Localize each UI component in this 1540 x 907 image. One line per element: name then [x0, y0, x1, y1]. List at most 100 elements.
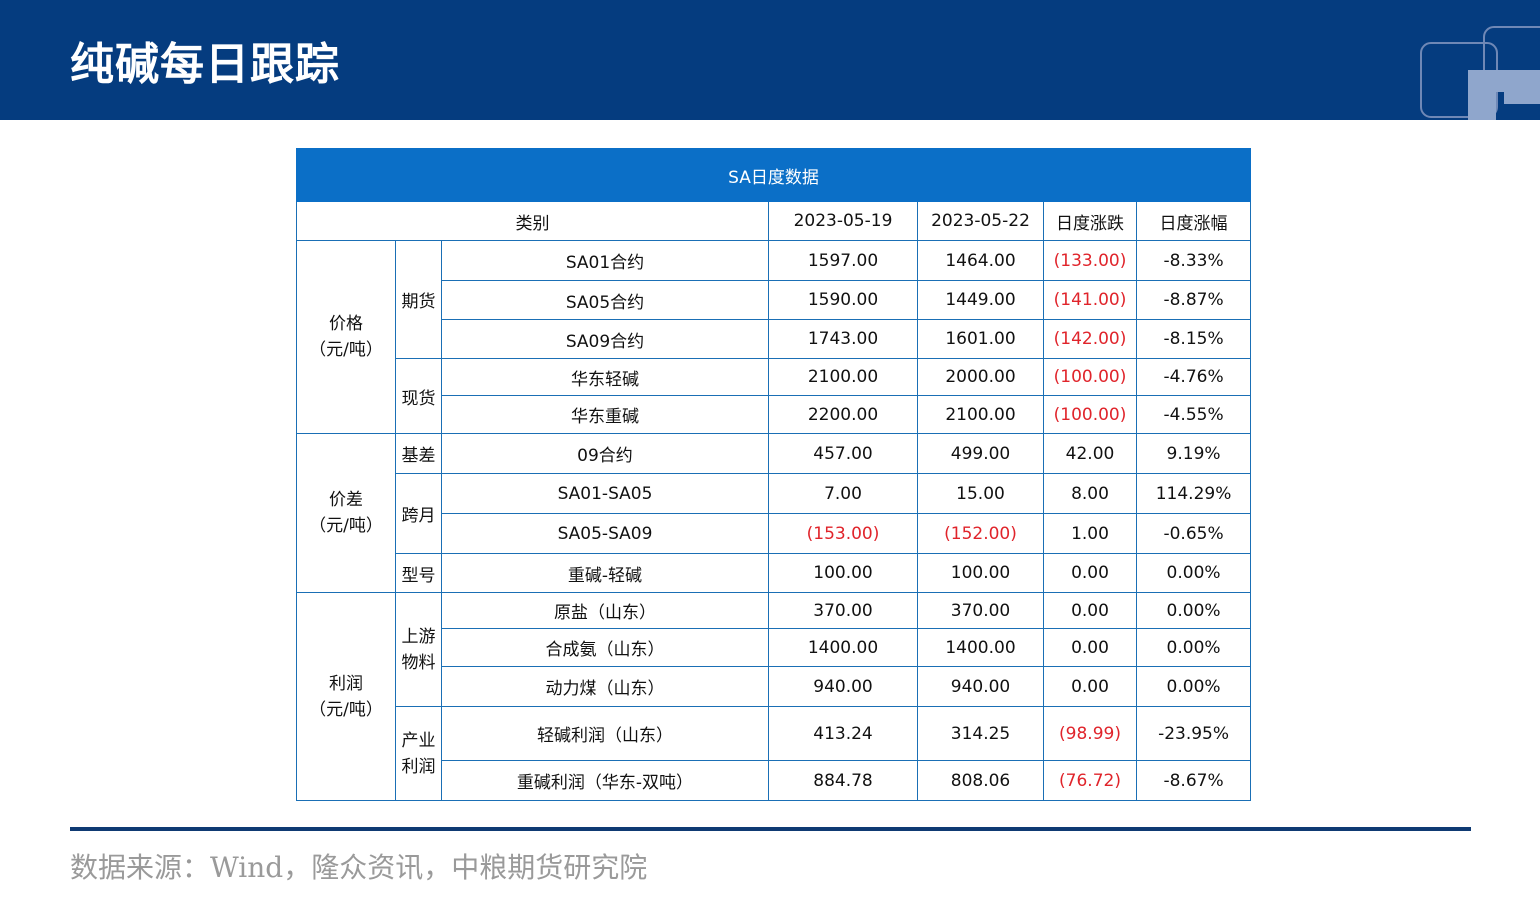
table-row: 跨月 SA01-SA05 7.00 15.00 8.00 114.29%: [297, 473, 1252, 554]
row-v2: 940.00: [917, 666, 1044, 707]
row-change: (142.00): [1043, 319, 1137, 359]
header-date-2: 2023-05-22: [917, 201, 1044, 241]
header-category: 类别: [296, 201, 769, 241]
row-item: 华东重碱: [441, 395, 769, 434]
row-pct: -4.76%: [1135, 358, 1252, 396]
row-item: 华东轻碱: [441, 358, 769, 396]
row-v2: 1464.00: [917, 240, 1044, 281]
table-row: 重碱利润（华东-双吨） 884.78 808.06 (76.72) -8.67%: [297, 760, 1252, 801]
header-date-1: 2023-05-19: [768, 201, 918, 241]
row-pct: 0.00%: [1135, 628, 1252, 667]
row-v2: 100.00: [917, 553, 1044, 593]
table-row: 现货 华东轻碱 2100.00 2000.00 (100.00) -4.76%: [297, 358, 1252, 434]
row-v2: 1400.00: [917, 628, 1044, 667]
table-row: 价格 （元/吨） 期货 SA01合约 1597.00 1464.00 (133.…: [296, 240, 1252, 434]
table-row: 产业 利润 轻碱利润（山东） 413.24 314.25 (98.99) -23…: [297, 706, 1252, 801]
row-pct: 0.00%: [1135, 592, 1252, 629]
row-pct: 9.19%: [1135, 433, 1252, 474]
data-source: 数据来源：Wind，隆众资讯，中粮期货研究院: [70, 851, 648, 884]
row-v1: (153.00): [768, 513, 918, 554]
subgroup-futures: 期货: [395, 240, 442, 359]
row-item: SA09合约: [441, 319, 769, 359]
table-row: 合成氨（山东） 1400.00 1400.00 0.00 0.00%: [297, 628, 1252, 667]
row-item: 轻碱利润（山东）: [441, 706, 769, 761]
table-row: SA05-SA09 (153.00) (152.00) 1.00 -0.65%: [297, 513, 1252, 554]
row-change: (141.00): [1043, 280, 1137, 320]
row-v2: 314.25: [917, 706, 1044, 761]
row-item: SA05合约: [441, 280, 769, 320]
row-v2: 499.00: [917, 433, 1044, 474]
subgroup-industry: 产业 利润: [395, 706, 442, 801]
row-item: 重碱利润（华东-双吨）: [441, 760, 769, 801]
row-v1: 7.00: [768, 473, 918, 514]
row-pct: -8.33%: [1135, 240, 1252, 281]
subgroup-basis: 基差: [395, 433, 442, 474]
row-item: 原盐（山东）: [441, 592, 769, 629]
row-item: SA01合约: [441, 240, 769, 281]
row-v1: 370.00: [768, 592, 918, 629]
row-pct: -23.95%: [1135, 706, 1252, 761]
row-v1: 2200.00: [768, 395, 918, 434]
row-item: SA01-SA05: [441, 473, 769, 514]
row-item: SA05-SA09: [441, 513, 769, 554]
row-pct: -8.87%: [1135, 280, 1252, 320]
group-profit: 利润 （元/吨）: [296, 592, 396, 801]
row-v2: 15.00: [917, 473, 1044, 514]
page-title: 纯碱每日跟踪: [70, 39, 340, 90]
row-v1: 940.00: [768, 666, 918, 707]
row-pct: -0.65%: [1135, 513, 1252, 554]
header-daily-pct: 日度涨幅: [1135, 201, 1252, 241]
row-v1: 457.00: [768, 433, 918, 474]
group-spread: 价差 （元/吨）: [296, 433, 396, 593]
row-change: (76.72): [1043, 760, 1137, 801]
row-v1: 1743.00: [768, 319, 918, 359]
row-v2: 2000.00: [917, 358, 1044, 396]
row-item: 合成氨（山东）: [441, 628, 769, 667]
row-item: 重碱-轻碱: [441, 553, 769, 593]
row-v2: 1601.00: [917, 319, 1044, 359]
row-change: 1.00: [1043, 513, 1137, 554]
table-row: 型号 重碱-轻碱 100.00 100.00 0.00 0.00%: [297, 553, 1252, 593]
row-change: 0.00: [1043, 592, 1137, 629]
row-change: (100.00): [1043, 358, 1137, 396]
row-pct: 0.00%: [1135, 553, 1252, 593]
table-row: 价差 （元/吨） 基差 09合约 457.00 499.00 42.00 9.1…: [296, 433, 1252, 593]
row-pct: 0.00%: [1135, 666, 1252, 707]
row-change: 0.00: [1043, 553, 1137, 593]
table-row: 动力煤（山东） 940.00 940.00 0.00 0.00%: [297, 666, 1252, 707]
subgroup-grade: 型号: [395, 553, 442, 593]
row-item: 09合约: [441, 433, 769, 474]
row-v1: 2100.00: [768, 358, 918, 396]
brand-logo-icon: [1420, 26, 1540, 120]
table-row: 利润 （元/吨） 上游 物料 原盐（山东） 370.00 370.00 0.00…: [296, 592, 1252, 801]
row-v2: 370.00: [917, 592, 1044, 629]
row-change: 0.00: [1043, 666, 1137, 707]
row-change: 8.00: [1043, 473, 1137, 514]
row-v1: 413.24: [768, 706, 918, 761]
row-v2: (152.00): [917, 513, 1044, 554]
row-pct: -8.67%: [1135, 760, 1252, 801]
subgroup-calendar: 跨月: [395, 473, 442, 554]
header-daily-change: 日度涨跌: [1043, 201, 1137, 241]
table-row: SA05合约 1590.00 1449.00 (141.00) -8.87%: [297, 280, 1252, 320]
footer-divider: [70, 827, 1471, 831]
sa-daily-table: SA日度数据 类别 2023-05-19 2023-05-22 日度涨跌 日度涨…: [295, 148, 1252, 801]
subgroup-spot: 现货: [395, 358, 442, 434]
row-change: (133.00): [1043, 240, 1137, 281]
row-pct: 114.29%: [1135, 473, 1252, 514]
row-change: 0.00: [1043, 628, 1137, 667]
row-v1: 884.78: [768, 760, 918, 801]
row-v2: 1449.00: [917, 280, 1044, 320]
table-row: 华东重碱 2200.00 2100.00 (100.00) -4.55%: [297, 395, 1252, 434]
row-change: 42.00: [1043, 433, 1137, 474]
row-change: (98.99): [1043, 706, 1137, 761]
row-item: 动力煤（山东）: [441, 666, 769, 707]
header-bar: 纯碱每日跟踪: [0, 0, 1540, 120]
row-pct: -4.55%: [1135, 395, 1252, 434]
row-pct: -8.15%: [1135, 319, 1252, 359]
row-v1: 1400.00: [768, 628, 918, 667]
row-change: (100.00): [1043, 395, 1137, 434]
subgroup-upstream: 上游 物料: [395, 592, 442, 707]
row-v2: 2100.00: [917, 395, 1044, 434]
group-price: 价格 （元/吨）: [296, 240, 396, 434]
